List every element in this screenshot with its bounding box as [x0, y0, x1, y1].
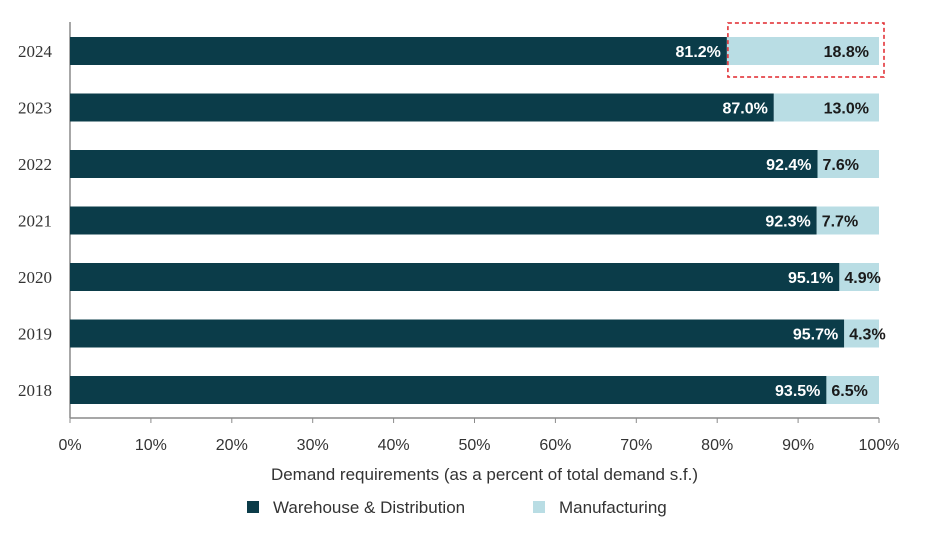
- data-label-warehouse-2024: 81.2%: [676, 44, 721, 61]
- data-label-manufacturing-2018: 6.5%: [831, 383, 867, 400]
- y-tick-label: 2024: [18, 42, 53, 61]
- y-tick-label: 2020: [18, 268, 52, 287]
- x-tick-label: 30%: [297, 437, 329, 454]
- data-label-manufacturing-2023: 13.0%: [824, 101, 869, 118]
- bar-warehouse-2021: [70, 206, 817, 235]
- bar-manufacturing-2018: [826, 376, 879, 404]
- bar-manufacturing-2023: [773, 93, 879, 122]
- legend-swatch-manufacturing: [533, 501, 545, 513]
- x-tick-label: 50%: [458, 437, 490, 454]
- legend-label-manufacturing: Manufacturing: [559, 498, 667, 517]
- y-tick-label: 2019: [18, 325, 52, 344]
- data-label-manufacturing-2020: 4.9%: [844, 270, 880, 287]
- bar-warehouse-2024: [70, 37, 727, 65]
- x-tick-label: 100%: [859, 437, 900, 454]
- x-axis-title: Demand requirements (as a percent of tot…: [271, 465, 698, 484]
- bar-warehouse-2022: [70, 150, 818, 178]
- legend-swatch-warehouse: [247, 501, 259, 513]
- data-label-warehouse-2019: 95.7%: [793, 327, 838, 344]
- data-label-manufacturing-2024: 18.8%: [824, 44, 869, 61]
- bar-manufacturing-2019: [844, 319, 879, 348]
- legend-label-warehouse: Warehouse & Distribution: [273, 498, 465, 517]
- bar-manufacturing-2022: [817, 150, 879, 178]
- x-tick-label: 60%: [539, 437, 571, 454]
- data-label-manufacturing-2019: 4.3%: [849, 327, 885, 344]
- bar-warehouse-2020: [70, 263, 840, 291]
- x-tick-label: 10%: [135, 437, 167, 454]
- x-tick-label: 90%: [782, 437, 814, 454]
- bar-manufacturing-2021: [816, 206, 879, 235]
- bar-manufacturing-2024: [726, 37, 879, 65]
- data-label-warehouse-2023: 87.0%: [722, 101, 767, 118]
- y-tick-label: 2021: [18, 212, 52, 231]
- highlight-box: [727, 22, 885, 78]
- data-label-warehouse-2018: 93.5%: [775, 383, 820, 400]
- data-label-manufacturing-2022: 7.6%: [823, 157, 859, 174]
- data-label-manufacturing-2021: 7.7%: [822, 214, 858, 231]
- x-tick-label: 40%: [378, 437, 410, 454]
- data-label-warehouse-2021: 92.3%: [765, 214, 810, 231]
- bar-warehouse-2019: [70, 319, 845, 348]
- x-tick-label: 70%: [620, 437, 652, 454]
- data-label-warehouse-2022: 92.4%: [766, 157, 811, 174]
- bar-warehouse-2023: [70, 93, 774, 122]
- x-tick-label: 0%: [58, 437, 81, 454]
- y-tick-label: 2022: [18, 155, 52, 174]
- x-tick-label: 20%: [216, 437, 248, 454]
- data-label-warehouse-2020: 95.1%: [788, 270, 833, 287]
- y-tick-label: 2023: [18, 99, 52, 118]
- bar-warehouse-2018: [70, 376, 827, 404]
- bar-manufacturing-2020: [839, 263, 879, 291]
- x-tick-label: 80%: [701, 437, 733, 454]
- y-tick-label: 2018: [18, 381, 52, 400]
